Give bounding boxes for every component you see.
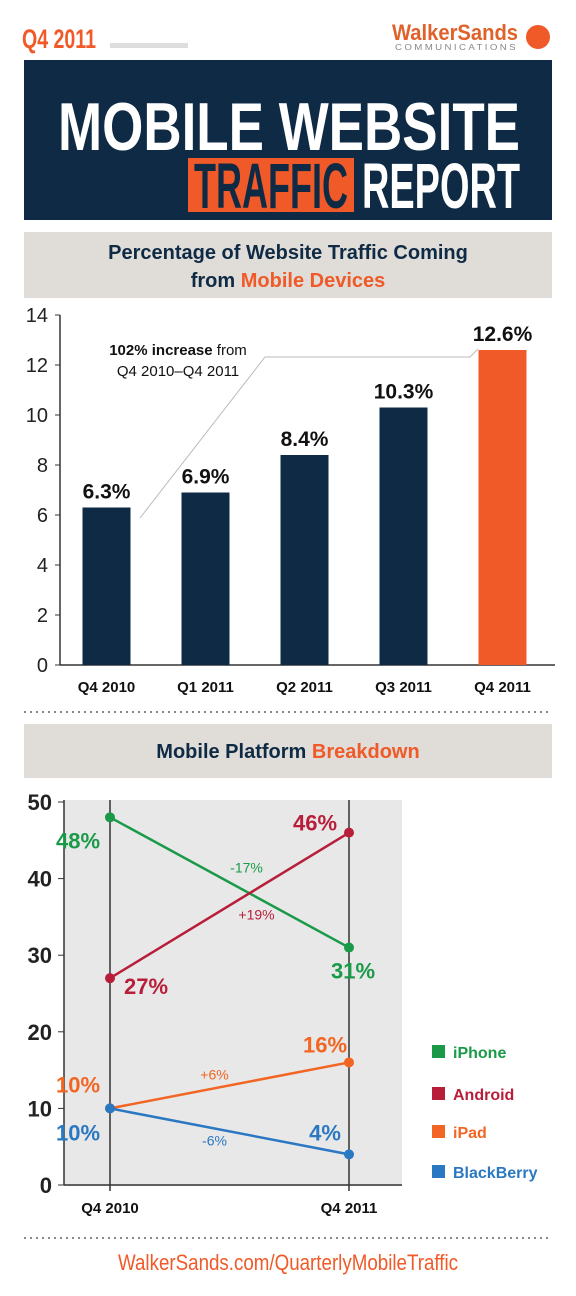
bar: [181, 492, 230, 665]
y-tick-label: 8: [37, 455, 48, 477]
chart-title-highlight: Mobile Devices: [241, 270, 386, 292]
value-label: 12.6%: [473, 323, 533, 346]
change-label: +19%: [238, 906, 274, 922]
value-label: 10%: [56, 1072, 100, 1097]
chart-title-highlight: Breakdown: [312, 741, 420, 763]
y-tick-label: 2: [37, 605, 48, 627]
annotation-line2: Q4 2010–Q4 2011: [117, 363, 239, 380]
annotation-text: from: [217, 342, 247, 359]
chart-title-line2: from Mobile Devices: [191, 270, 386, 292]
change-label: +6%: [200, 1066, 228, 1082]
annotation-emphasis: 102% increase: [109, 342, 212, 359]
chart-title-band: [24, 232, 552, 298]
change-label: -17%: [230, 859, 263, 875]
value-label: 10.3%: [374, 381, 434, 404]
chart-title-band: [24, 724, 552, 778]
y-tick-label: 40: [28, 867, 52, 892]
title-rest: REPORT: [362, 150, 520, 222]
bar: [379, 407, 428, 665]
legend-swatch: [432, 1045, 445, 1058]
y-tick-label: 10: [26, 405, 48, 427]
annotation: 102% increase from: [109, 342, 247, 359]
bar: [280, 455, 329, 665]
brand: WalkerSands: [392, 20, 518, 45]
legend-swatch: [432, 1087, 445, 1100]
value-label: 6.3%: [83, 481, 131, 504]
value-label: 8.4%: [281, 428, 329, 451]
legend-label: Android: [453, 1087, 514, 1104]
point: [344, 942, 354, 953]
series-line: [109, 1107, 350, 1156]
x-tick-label: Q4 2010: [78, 679, 136, 696]
value-label: 46%: [293, 811, 337, 836]
value-label: 4%: [309, 1120, 341, 1145]
bar: [478, 350, 527, 665]
point: [344, 1149, 354, 1160]
title-highlight: TRAFFIC: [194, 150, 348, 222]
plot-area: [64, 800, 402, 1186]
x-tick-label: Q4 2011: [321, 1200, 378, 1217]
value-label: 10%: [56, 1120, 100, 1145]
y-tick-label: 50: [28, 790, 52, 815]
point: [344, 1057, 354, 1068]
brand-sub: COMMUNICATIONS: [395, 43, 518, 52]
legend-swatch: [432, 1125, 445, 1138]
legend-label: iPad: [453, 1125, 487, 1142]
y-tick-label: 4: [37, 555, 48, 577]
footer-url: WalkerSands.com/QuarterlyMobileTraffic: [118, 1250, 458, 1275]
point: [105, 812, 115, 823]
y-tick-label: 0: [37, 655, 48, 677]
x-tick-label: Q2 2011: [276, 679, 333, 696]
rule: [110, 43, 188, 48]
y-tick-label: 30: [28, 943, 52, 968]
change-label: -6%: [202, 1132, 227, 1148]
point: [344, 827, 354, 838]
series-line: [109, 1061, 350, 1110]
y-tick-label: 20: [28, 1020, 52, 1045]
value-label: 16%: [303, 1032, 347, 1057]
value-label: 31%: [331, 959, 375, 984]
chart-title-part: Mobile Platform: [156, 741, 306, 763]
x-tick-label: Q4 2011: [474, 679, 531, 696]
chart-title: Percentage of Website Traffic Coming: [108, 242, 468, 264]
bar: [82, 507, 131, 665]
x-tick-label: Q3 2011: [375, 679, 432, 696]
period: Q4 2011: [22, 24, 96, 54]
series-line: [109, 831, 350, 980]
chart-title: Mobile Platform Breakdown: [156, 741, 419, 763]
series-line: [109, 816, 350, 949]
x-tick-label: Q1 2011: [177, 679, 234, 696]
y-tick-label: 0: [40, 1173, 52, 1198]
point: [105, 1103, 115, 1114]
y-tick-label: 14: [26, 305, 48, 327]
legend-label: BlackBerry: [453, 1165, 538, 1182]
x-tick-label: Q4 2010: [81, 1200, 139, 1217]
y-tick-label: 6: [37, 505, 48, 527]
legend-label: iPhone: [453, 1045, 506, 1062]
y-tick-label: 10: [28, 1096, 52, 1121]
y-tick-label: 12: [26, 355, 48, 377]
title-line1: MOBILE WEBSITE: [58, 89, 520, 165]
title-highlight-box: [188, 158, 354, 212]
legend-swatch: [432, 1165, 445, 1178]
value-label: 48%: [56, 828, 100, 853]
point: [105, 973, 115, 984]
value-label: 27%: [124, 974, 168, 999]
chart-title-part: from: [191, 270, 235, 292]
value-label: 6.9%: [182, 466, 230, 489]
annotation-connector: [139, 348, 479, 519]
logo: [526, 25, 550, 49]
